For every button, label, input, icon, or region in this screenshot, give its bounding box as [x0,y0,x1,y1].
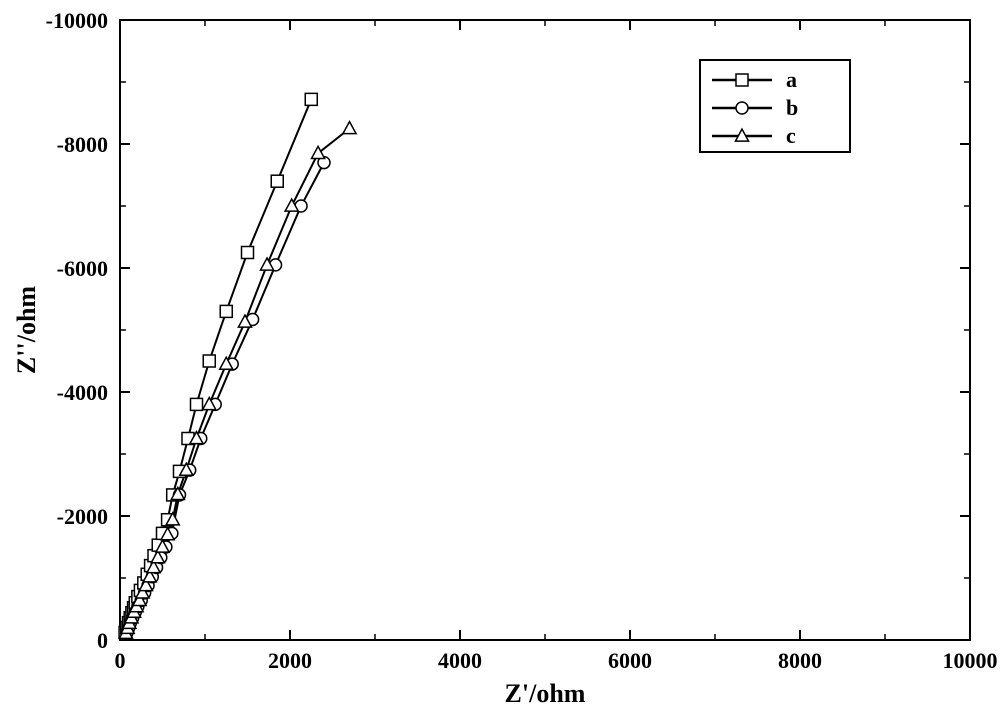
x-tick-label: 8000 [778,648,822,673]
x-tick-label: 2000 [268,648,312,673]
series-marker-a [242,247,254,259]
series-marker-a [220,305,232,317]
y-tick-label: -2000 [57,504,108,529]
series-marker-a [191,398,203,410]
y-tick-label: 0 [97,628,108,653]
series-marker-a [305,93,317,105]
y-tick-label: -4000 [57,380,108,405]
legend-marker-b [736,102,748,114]
legend-marker-a [736,74,748,86]
x-axis-title: Z'/ohm [505,679,586,708]
y-tick-label: -10000 [46,8,108,33]
series-marker-c [311,146,324,158]
y-axis-title: Z''/ohm [12,286,41,374]
y-tick-label: -6000 [57,256,108,281]
x-tick-label: 6000 [608,648,652,673]
y-tick-label: -8000 [57,132,108,157]
legend-label: b [786,95,798,120]
series-marker-a [203,355,215,367]
legend-label: c [786,123,796,148]
nyquist-chart: 0 2000 4000 6000 8000 10000 0 -2000 -4000 -6000 -8… [0,0,1000,722]
series-marker-a [271,175,283,187]
legend-label: a [786,67,797,92]
series-marker-c [343,122,356,134]
x-tick-label: 0 [115,648,126,673]
legend-box [700,60,850,152]
x-tick-label: 4000 [438,648,482,673]
x-tick-label: 10000 [943,648,998,673]
